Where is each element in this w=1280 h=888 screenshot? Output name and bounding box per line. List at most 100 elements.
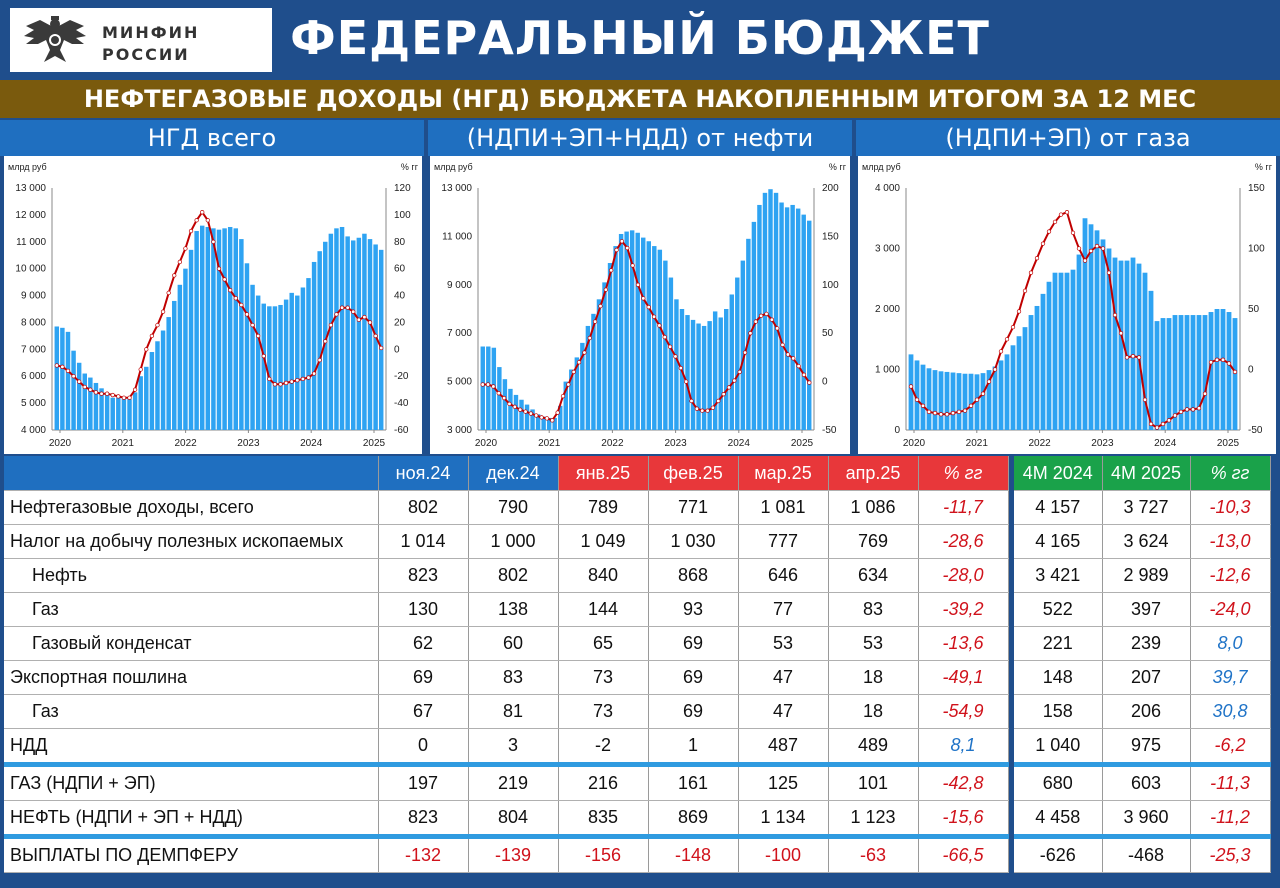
table-cell: 487 (738, 728, 829, 767)
row-label: Газ (4, 694, 379, 729)
x-tick-label: 2022 (1028, 438, 1051, 449)
row-label: ГАЗ (НДПИ + ЭП) (4, 764, 379, 801)
table-row: НДД 0 3 -2 1 487 489 8,1 1 040 975 -6,2 (4, 728, 1271, 767)
logo: МИНФИН РОССИИ (10, 8, 272, 72)
line-point (121, 395, 127, 400)
column-gap (1008, 558, 1014, 593)
table-row: НЕФТЬ (НДПИ + ЭП + НДД) 823 804 835 869 1 134… (4, 800, 1271, 839)
ytd-cell: 975 (1102, 728, 1191, 767)
line-point (785, 352, 791, 357)
ytd-cell: 148 (1014, 660, 1103, 695)
bar (155, 341, 160, 430)
bar (110, 397, 115, 430)
bar (558, 405, 563, 430)
table-cell: 60 (468, 626, 559, 661)
line-point (60, 364, 65, 369)
x-tick-label: 2025 (791, 438, 814, 449)
y-tick-label: 7 000 (447, 328, 472, 339)
bar (121, 399, 127, 430)
ytd-cell: 239 (1102, 626, 1191, 661)
bar (138, 376, 143, 430)
bar (690, 319, 696, 430)
line-point (1058, 212, 1064, 217)
line-point (1034, 256, 1040, 261)
budget-table: ноя.24 дек.24 янв.25 фев.25 мар.25 апр.2… (4, 456, 1271, 873)
y-tick-label: 11 000 (442, 231, 472, 242)
y-tick-label: 7 000 (21, 344, 46, 355)
bar (908, 354, 914, 430)
y2-tick-label: 0 (394, 344, 400, 355)
x-tick-label: 2021 (966, 438, 989, 449)
column-gap (1008, 660, 1014, 695)
table-cell: 81 (468, 694, 559, 729)
table-cell: 18 (828, 660, 919, 695)
yoy-cell: -42,8 (918, 764, 1009, 801)
row-label: НДД (4, 728, 379, 767)
table-cell: 802 (468, 558, 559, 593)
bar (183, 268, 188, 430)
bar (1160, 318, 1166, 430)
x-tick-label: 2021 (538, 438, 561, 449)
ytd-yoy-cell: -12,6 (1190, 558, 1271, 593)
bar (486, 346, 491, 430)
table-row: ГАЗ (НДПИ + ЭП) 197 219 216 161 125 101 -42,8 68… (4, 764, 1271, 801)
x-tick-label: 2024 (728, 438, 751, 449)
yoy-cell: -49,1 (918, 660, 1009, 695)
line-point (603, 287, 608, 292)
bar (938, 371, 944, 430)
line-point (1052, 219, 1058, 225)
yoy-cell: -28,6 (918, 524, 1009, 559)
header-label-cell (4, 456, 379, 491)
ytd-yoy-cell: -25,3 (1190, 836, 1271, 873)
bar (740, 260, 746, 430)
x-tick-label: 2022 (174, 438, 197, 449)
column-gap (1008, 524, 1014, 559)
subtitle-banner: НЕФТЕГАЗОВЫЕ ДОХОДЫ (НГД) БЮДЖЕТА НАКОПЛ… (0, 80, 1280, 118)
y-tick-label: 2 000 (875, 304, 900, 315)
table-cell: 67 (378, 694, 469, 729)
line-point (700, 408, 705, 413)
bar (278, 304, 283, 430)
page-title: ФЕДЕРАЛЬНЫЙ БЮДЖЕТ (290, 11, 990, 65)
table-cell: 73 (558, 694, 649, 729)
ytd-cell: 522 (1014, 592, 1103, 627)
bar (1202, 315, 1208, 430)
line-point (571, 369, 576, 375)
table-cell: 53 (738, 626, 829, 661)
line-point (1106, 270, 1112, 275)
table-cell: 777 (738, 524, 829, 559)
bar (801, 214, 806, 430)
line-point (587, 335, 592, 341)
line-point (576, 360, 582, 365)
bar (768, 189, 773, 430)
ytd-yoy-cell: -11,3 (1190, 764, 1271, 801)
ytd-cell: 4 165 (1014, 524, 1103, 559)
y2-tick-label: 0 (1248, 365, 1254, 376)
line-point (256, 333, 261, 339)
bar (1094, 230, 1100, 430)
line-point (555, 410, 560, 415)
table-cell: 869 (648, 800, 739, 839)
chart-2: млрд руб % гг 3 000 5 000 7 000 9 000 11 000 13… (434, 162, 847, 449)
line-point (1004, 337, 1010, 342)
line-point (1196, 406, 1202, 411)
line-point (582, 350, 587, 355)
ytd-cell: 4 458 (1014, 800, 1103, 839)
bar (1004, 354, 1010, 430)
line-point (172, 273, 177, 278)
table-cell: 1 014 (378, 524, 469, 559)
line-point (534, 413, 539, 418)
line-point (485, 382, 491, 387)
line-point (194, 218, 199, 223)
bar (1070, 269, 1076, 430)
yoy-cell: -39,2 (918, 592, 1009, 627)
table-cell: 1 030 (648, 524, 739, 559)
line-point (177, 259, 182, 265)
bar (211, 228, 216, 430)
ytd-cell: 4 157 (1014, 490, 1103, 525)
table-cell: 219 (468, 764, 559, 801)
bar (563, 381, 568, 430)
bar (668, 277, 674, 430)
column-gap (1008, 728, 1014, 765)
table-cell: 823 (378, 800, 469, 839)
